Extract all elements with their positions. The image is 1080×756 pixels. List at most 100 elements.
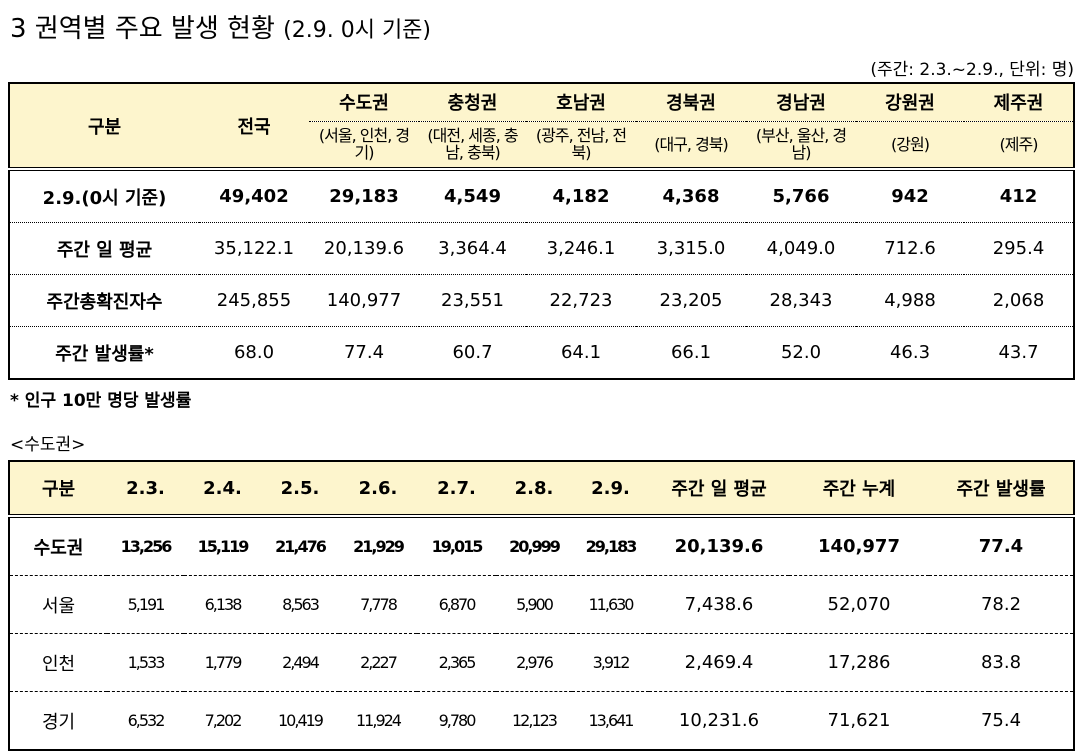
cell: 6,532 <box>107 691 184 751</box>
cell: 8,563 <box>261 575 339 634</box>
cell: 140,977 <box>309 274 419 327</box>
table-row: 수도권 13,256 15,119 21,476 21,929 19,015 20,999 2… <box>9 516 1074 576</box>
table-row: 2.9.(0시 기준) 49,402 29,183 4,549 4,182 4,368 5,… <box>9 169 1074 223</box>
cell: 1,779 <box>184 633 261 692</box>
table-row: 인천 1,533 1,779 2,494 2,227 2,365 2,976 3,912 2,4… <box>9 633 1074 692</box>
row-label: 수도권 <box>9 516 107 576</box>
cell: 9,780 <box>417 691 496 751</box>
header-cell: 강원권 <box>856 83 964 122</box>
cell: 140,977 <box>789 516 929 576</box>
header-cell: 2.3. <box>107 461 184 518</box>
cell: 942 <box>856 169 964 223</box>
row-label: 인천 <box>9 633 107 692</box>
header-sub-cell: (제주) <box>964 121 1074 171</box>
header-sub-cell: (대구, 경북) <box>636 121 746 171</box>
header-cell: 주간 누계 <box>789 461 929 518</box>
cell: 52,070 <box>789 575 929 634</box>
cell: 4,049.0 <box>746 222 856 275</box>
unit-note: (주간: 2.3.~2.9., 단위: 명) <box>870 60 1074 80</box>
cell: 20,139.6 <box>649 516 789 576</box>
row-label: 주간 발생률* <box>9 326 199 380</box>
table-row: 서울 5,191 6,138 8,563 7,778 6,870 5,900 11,630 7,… <box>9 575 1074 634</box>
cell: 20,999 <box>496 516 572 576</box>
cell: 52.0 <box>746 326 856 380</box>
title: 3 권역별 주요 발생 현황 (2.9. 0시 기준) <box>10 8 431 45</box>
cell: 43.7 <box>964 326 1074 380</box>
cell: 64.1 <box>526 326 636 380</box>
regional-table: 구분 전국 수도권 충청권 호남권 경북권 경남권 강원권 제주권 (서울, 인천, 경기) (대전… <box>8 82 1075 380</box>
header-cell: 경북권 <box>636 83 746 122</box>
cell: 412 <box>964 169 1074 223</box>
cell: 28,343 <box>746 274 856 327</box>
header-cell: 전국 <box>199 83 309 171</box>
cell: 4,368 <box>636 169 746 223</box>
cell: 6,138 <box>184 575 261 634</box>
title-sub: (2.9. 0시 기준) <box>283 18 432 43</box>
cell: 10,419 <box>261 691 339 751</box>
cell: 5,191 <box>107 575 184 634</box>
header-cell: 호남권 <box>526 83 636 122</box>
cell: 3,364.4 <box>419 222 526 275</box>
cell: 7,438.6 <box>649 575 789 634</box>
cell: 3,912 <box>572 633 649 692</box>
cell: 78.2 <box>929 575 1074 634</box>
cell: 11,630 <box>572 575 649 634</box>
header-cell: 2.5. <box>261 461 339 518</box>
row-label: 주간총확진자수 <box>9 274 199 327</box>
cell: 712.6 <box>856 222 964 275</box>
header-cell: 2.8. <box>496 461 572 518</box>
cell: 49,402 <box>199 169 309 223</box>
cell: 60.7 <box>419 326 526 380</box>
table-row: 주간 일 평균 35,122.1 20,139.6 3,364.4 3,246.1 3,3… <box>9 222 1074 275</box>
cell: 245,855 <box>199 274 309 327</box>
table-row: 경기 6,532 7,202 10,419 11,924 9,780 12,123 13,64… <box>9 691 1074 751</box>
row-label: 서울 <box>9 575 107 634</box>
cell: 66.1 <box>636 326 746 380</box>
cell: 15,119 <box>184 516 261 576</box>
footnote: * 인구 10만 명당 발생률 <box>10 391 192 411</box>
header-cell: 주간 일 평균 <box>649 461 789 518</box>
cell: 29,183 <box>309 169 419 223</box>
header-cell: 구분 <box>9 83 199 171</box>
cell: 77.4 <box>929 516 1074 576</box>
cell: 11,924 <box>339 691 417 751</box>
header-sub-cell: (대전, 세종, 충남, 충북) <box>419 121 526 171</box>
header-sub-cell: (서울, 인천, 경기) <box>309 121 419 171</box>
cell: 295.4 <box>964 222 1074 275</box>
header-cell: 주간 발생률 <box>929 461 1074 518</box>
header-cell: 수도권 <box>309 83 419 122</box>
row-label: 2.9.(0시 기준) <box>9 169 199 223</box>
cell: 17,286 <box>789 633 929 692</box>
cell: 4,549 <box>419 169 526 223</box>
cell: 71,621 <box>789 691 929 751</box>
cell: 3,315.0 <box>636 222 746 275</box>
header-cell: 2.6. <box>339 461 417 518</box>
header-sub-cell: (강원) <box>856 121 964 171</box>
cell: 75.4 <box>929 691 1074 751</box>
header-cell: 2.9. <box>572 461 649 518</box>
cell: 2,469.4 <box>649 633 789 692</box>
header-cell: 구분 <box>9 461 107 518</box>
cell: 2,365 <box>417 633 496 692</box>
cell: 23,205 <box>636 274 746 327</box>
cell: 21,476 <box>261 516 339 576</box>
cell: 46.3 <box>856 326 964 380</box>
capital-table: 구분 2.3. 2.4. 2.5. 2.6. 2.7. 2.8. 2.9. 주간 일 평균 주간 … <box>8 460 1075 751</box>
row-label: 경기 <box>9 691 107 751</box>
title-main: 3 권역별 주요 발생 현황 <box>10 14 275 44</box>
cell: 68.0 <box>199 326 309 380</box>
cell: 2,227 <box>339 633 417 692</box>
cell: 6,870 <box>417 575 496 634</box>
header-cell: 제주권 <box>964 83 1074 122</box>
cell: 22,723 <box>526 274 636 327</box>
cell: 10,231.6 <box>649 691 789 751</box>
cell: 1,533 <box>107 633 184 692</box>
header-cell: 2.7. <box>417 461 496 518</box>
cell: 83.8 <box>929 633 1074 692</box>
cell: 2,494 <box>261 633 339 692</box>
cell: 5,900 <box>496 575 572 634</box>
cell: 77.4 <box>309 326 419 380</box>
header-sub-cell: (광주, 전남, 전북) <box>526 121 636 171</box>
cell: 13,641 <box>572 691 649 751</box>
